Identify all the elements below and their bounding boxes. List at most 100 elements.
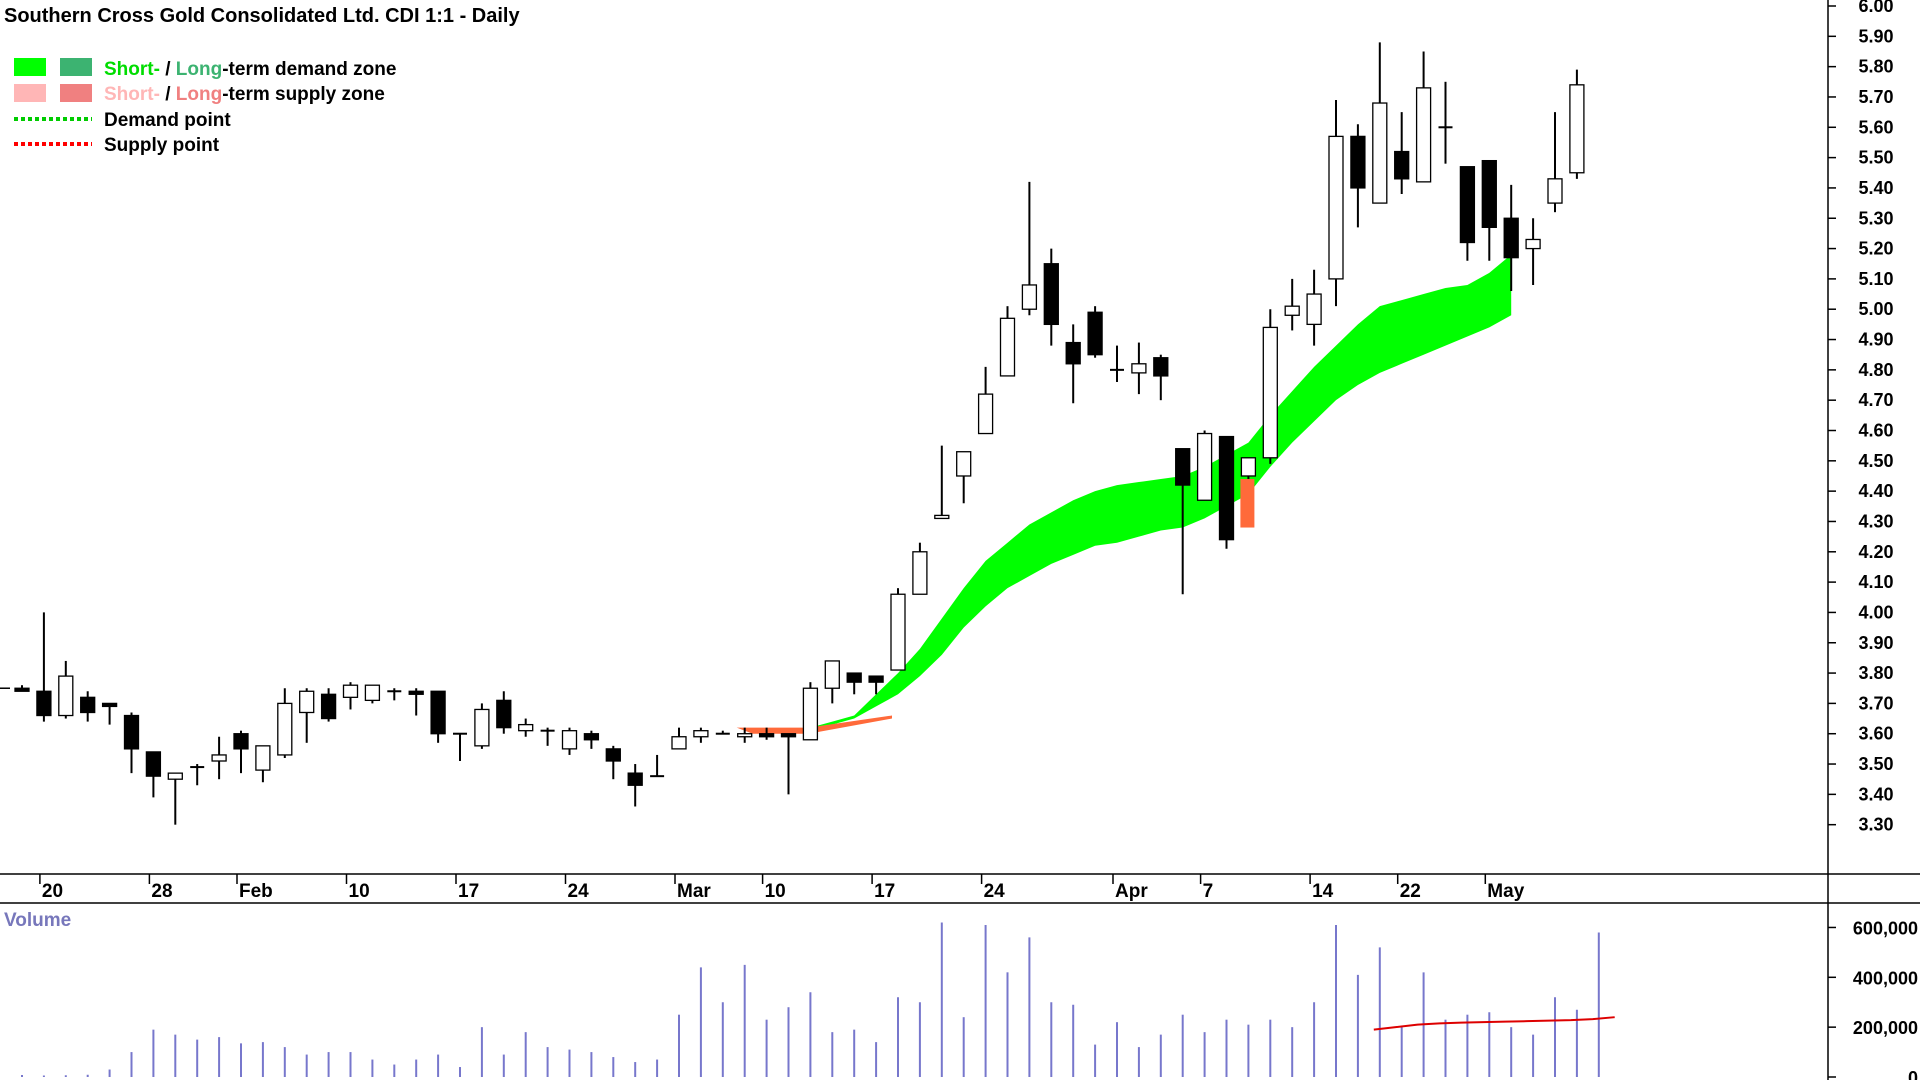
candle	[1394, 112, 1410, 194]
candle-body-up	[671, 736, 687, 750]
candle	[671, 727, 687, 750]
price-tick-label: 3.40	[1858, 784, 1893, 804]
date-tick-label: 24	[568, 881, 590, 902]
candle	[715, 730, 730, 735]
candle-body-down	[320, 693, 337, 720]
candle	[1043, 248, 1059, 346]
legend-supply-point: Supply point	[104, 135, 220, 156]
legend-supply-zone: Short- / Long-term supply zone	[104, 84, 385, 105]
candle-body-up	[934, 514, 950, 520]
candle	[1503, 184, 1519, 292]
price-tick-label: 3.30	[1858, 815, 1893, 835]
price-tick-label: 4.60	[1858, 421, 1893, 441]
date-tick-label: 10	[765, 881, 786, 902]
price-tick-label: 4.40	[1858, 481, 1893, 501]
price-tick-label: 5.90	[1858, 26, 1893, 46]
price-tick-label: 3.70	[1858, 693, 1893, 713]
candle-body-up	[802, 687, 819, 741]
date-tick-label: 10	[349, 881, 370, 902]
candle-body-up	[299, 690, 315, 714]
legend-demand-zone: Short- / Long-term demand zone	[104, 59, 396, 80]
date-tick-label: 20	[42, 881, 63, 902]
volume-label: Volume	[4, 910, 71, 931]
candle	[58, 660, 74, 719]
candle	[1284, 278, 1300, 331]
volume-tick-label: 200,000	[1853, 1018, 1918, 1038]
candle	[1328, 99, 1344, 307]
candle-body-down	[1350, 135, 1366, 189]
candle	[299, 688, 315, 743]
legend-supply-long: Long	[176, 84, 222, 105]
candle	[255, 745, 271, 783]
candle-body-up	[277, 702, 293, 756]
candle	[802, 682, 819, 741]
price-tick-label: 3.90	[1858, 633, 1893, 653]
legend: Short- / Long-term demand zone Short- / …	[14, 58, 396, 156]
candle-body-up	[474, 708, 490, 747]
date-tick-label: 28	[151, 881, 172, 902]
candle	[277, 688, 293, 758]
candle-body-up	[255, 745, 271, 771]
legend-demand-sep: /	[160, 59, 176, 80]
date-tick-label: 24	[984, 881, 1006, 902]
legend-swatch-supply-long	[60, 84, 92, 102]
price-tick-label: 5.10	[1858, 269, 1893, 289]
candle	[627, 764, 643, 807]
candle	[758, 727, 775, 740]
candle-body-up	[1306, 293, 1322, 326]
candle	[1525, 218, 1541, 285]
date-tick-label: Apr	[1115, 881, 1148, 902]
price-tick-label: 3.80	[1858, 663, 1893, 683]
candle-body-down	[1394, 150, 1410, 180]
legend-swatch-demand-short	[14, 58, 46, 76]
candle-body-up	[1021, 284, 1038, 310]
chart-title: Southern Cross Gold Consolidated Ltd. CD…	[4, 5, 520, 27]
candle	[1175, 448, 1191, 595]
date-tick-label: 7	[1203, 881, 1214, 902]
price-tick-label: 5.70	[1858, 87, 1893, 107]
candle	[496, 691, 512, 734]
candle-body-down	[145, 751, 162, 777]
candle	[233, 730, 249, 774]
volume-tick-label: 600,000	[1853, 918, 1918, 938]
volume-moving-average	[1373, 1016, 1615, 1031]
candle-body-down	[868, 675, 884, 683]
candle	[1110, 345, 1124, 382]
date-axis-ticks: 20 28 Feb 10 17 24 Mar 10 17 24 Apr 7 14 22 May	[39, 874, 1525, 902]
candle	[956, 451, 972, 504]
candle	[540, 727, 555, 746]
candle	[342, 682, 359, 710]
legend-supply-sep: /	[160, 84, 176, 105]
candle	[1262, 309, 1278, 464]
candle	[1350, 124, 1366, 228]
legend-demand-rest: -term demand zone	[222, 59, 396, 80]
supply-zone-layer	[736, 479, 1255, 734]
candle	[1153, 354, 1169, 401]
candle	[605, 745, 621, 780]
candle	[1218, 435, 1235, 549]
candle-body-down	[1459, 166, 1476, 244]
candle	[123, 712, 140, 774]
candle-body-up	[912, 551, 928, 595]
candle	[1021, 181, 1038, 316]
candle-body-up	[1569, 84, 1585, 174]
price-tick-label: 6.00	[1858, 0, 1893, 16]
candle-body-up	[890, 593, 906, 671]
candle	[868, 675, 884, 695]
candle-body-down	[101, 702, 118, 708]
candle	[890, 588, 906, 671]
candle	[14, 685, 30, 692]
candle-body-up	[693, 730, 709, 738]
volume-tick-label: 0	[1908, 1068, 1918, 1080]
date-tick-label: 17	[874, 881, 895, 902]
candle-body-down	[430, 690, 446, 735]
candle	[934, 445, 950, 520]
candle	[737, 727, 753, 743]
candle-body-up	[1262, 326, 1278, 459]
supply-zone-wedge	[808, 715, 892, 734]
candle	[583, 730, 600, 749]
candle	[693, 727, 709, 743]
candle-body-up	[1415, 87, 1432, 183]
candle	[977, 366, 994, 435]
candle	[1438, 81, 1453, 164]
